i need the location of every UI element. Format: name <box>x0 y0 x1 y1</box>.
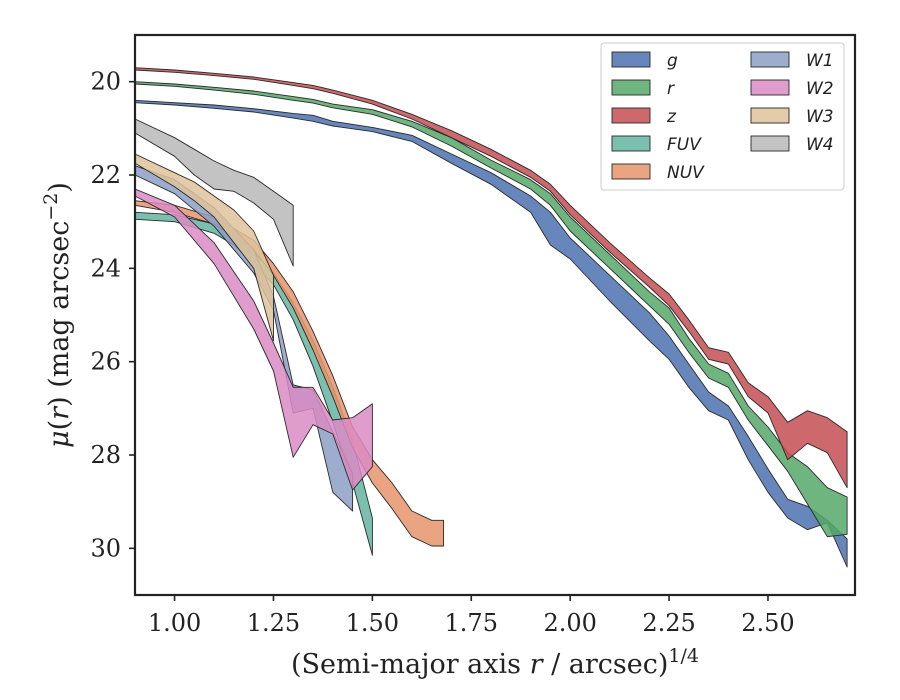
legend-swatch-z <box>611 107 651 124</box>
plot-frame <box>133 33 857 597</box>
band-w3 <box>134 153 274 342</box>
legend-label-z: z <box>666 107 677 127</box>
y-tick-label: 24 <box>90 254 121 282</box>
legend-label-g: g <box>667 51 678 71</box>
x-axis-ticks: 1.00 1.25 1.50 1.75 2.00 2.25 2.50 <box>148 595 795 637</box>
legend-swatch-g <box>611 51 651 68</box>
legend-swatch-w3 <box>750 107 790 124</box>
legend-swatch-r <box>611 79 651 96</box>
legend-label-w4: W4 <box>806 135 834 155</box>
x-tick-label: 2.25 <box>642 609 695 637</box>
x-tick-label: 2.00 <box>543 609 596 637</box>
band-r <box>134 81 848 538</box>
y-tick-label: 20 <box>90 68 121 96</box>
y-tick-label: 26 <box>90 348 121 376</box>
band-w4 <box>134 118 294 267</box>
legend-swatch-fuv <box>611 135 651 152</box>
y-axis-ticks: 20 22 24 26 28 30 <box>90 68 135 562</box>
legend-label-w2: W2 <box>806 79 834 99</box>
legend-label-w3: W3 <box>806 107 834 127</box>
x-tick-label: 1.00 <box>148 609 201 637</box>
profile-bands <box>134 67 848 568</box>
legend-swatch-nuv <box>611 163 651 180</box>
band-z <box>134 67 848 489</box>
legend-label-nuv: NUV <box>667 163 705 183</box>
x-tick-label: 1.75 <box>445 609 498 637</box>
legend-swatch-w2 <box>750 79 790 96</box>
legend-label-fuv: FUV <box>667 135 702 155</box>
legend-swatch-w4 <box>750 135 790 152</box>
band-g <box>134 99 848 568</box>
y-tick-label: 30 <box>90 534 121 562</box>
x-axis-label: (Semi-major axis r / arcsec)1/4 <box>291 645 699 680</box>
legend-entries: grz FUV NUV W1 W2 W3 W4 <box>611 51 834 183</box>
legend: grz FUV NUV W1 W2 W3 W4 <box>600 42 845 191</box>
x-tick-label: 1.50 <box>346 609 399 637</box>
band-w2 <box>134 188 373 491</box>
legend-swatch-w1 <box>750 51 790 68</box>
x-tick-label: 1.25 <box>247 609 300 637</box>
legend-label-r: r <box>667 79 675 99</box>
x-tick-label: 2.50 <box>741 609 794 637</box>
y-axis-label: μ(r) (mag arcsec−2) <box>40 182 75 448</box>
legend-label-w1: W1 <box>806 51 834 71</box>
y-tick-label: 22 <box>90 161 121 189</box>
y-tick-label: 28 <box>90 441 121 469</box>
